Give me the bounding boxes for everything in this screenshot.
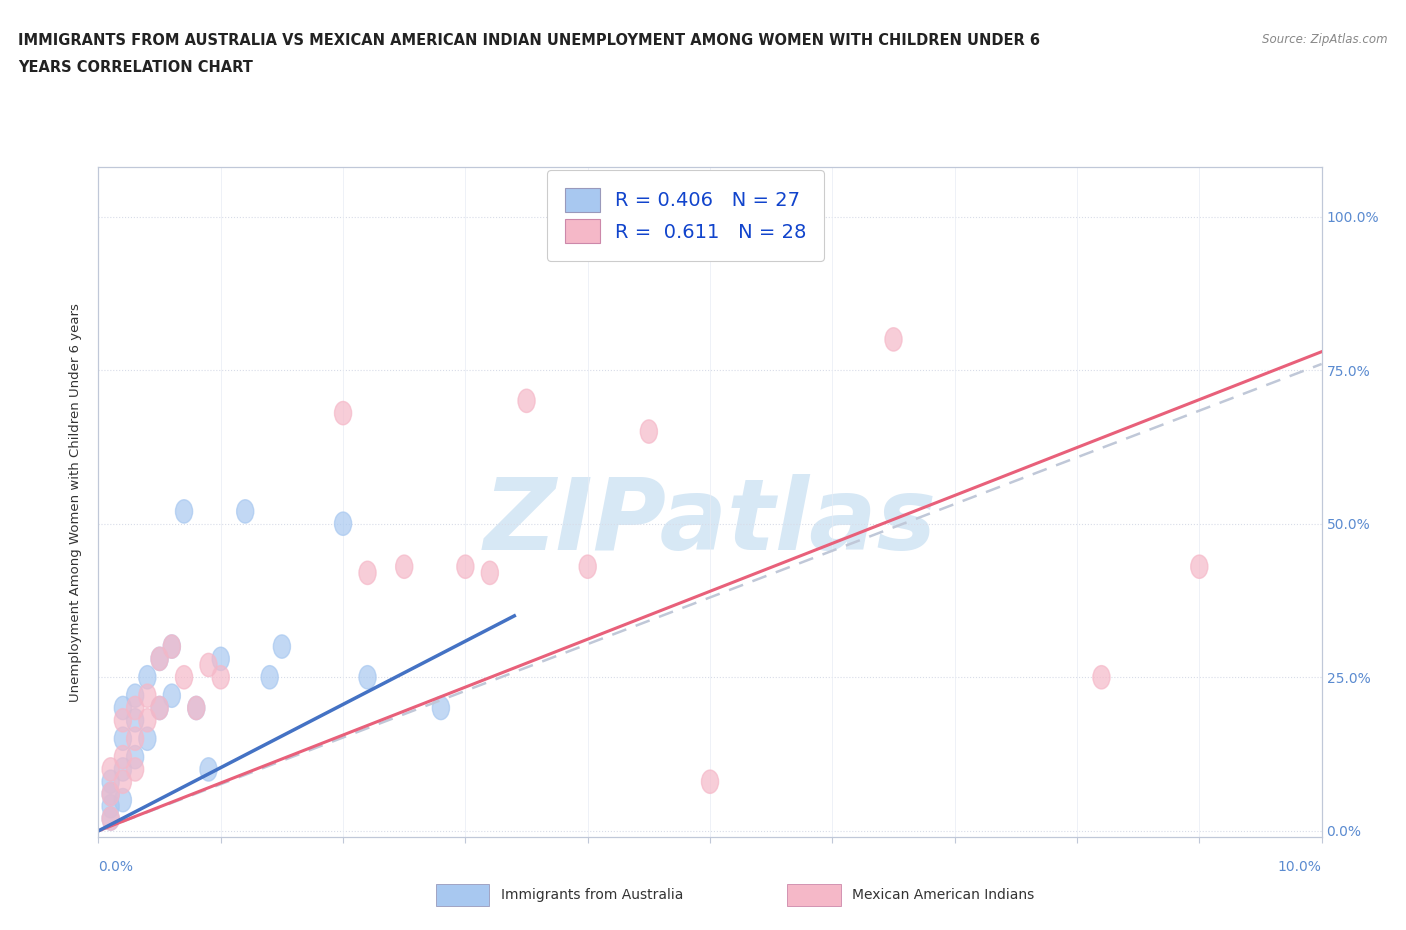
Ellipse shape <box>114 746 131 769</box>
Ellipse shape <box>114 758 131 781</box>
Ellipse shape <box>762 205 780 228</box>
Ellipse shape <box>127 684 143 708</box>
Ellipse shape <box>103 807 120 830</box>
Ellipse shape <box>188 697 205 720</box>
Ellipse shape <box>200 758 217 781</box>
Ellipse shape <box>579 555 596 578</box>
Ellipse shape <box>335 402 352 425</box>
Ellipse shape <box>481 561 498 585</box>
Ellipse shape <box>1191 555 1208 578</box>
Ellipse shape <box>702 770 718 793</box>
Ellipse shape <box>359 666 375 689</box>
Ellipse shape <box>517 389 536 413</box>
Ellipse shape <box>103 782 120 805</box>
Ellipse shape <box>335 512 352 536</box>
Text: Mexican American Indians: Mexican American Indians <box>852 887 1035 902</box>
Ellipse shape <box>163 635 180 658</box>
Ellipse shape <box>114 770 131 793</box>
Text: ZIPatlas: ZIPatlas <box>484 473 936 571</box>
Text: Source: ZipAtlas.com: Source: ZipAtlas.com <box>1263 33 1388 46</box>
Ellipse shape <box>884 327 903 352</box>
Ellipse shape <box>640 419 658 444</box>
Ellipse shape <box>150 697 169 720</box>
Ellipse shape <box>139 684 156 708</box>
Ellipse shape <box>163 635 180 658</box>
Ellipse shape <box>150 647 169 671</box>
Ellipse shape <box>139 727 156 751</box>
Ellipse shape <box>176 499 193 523</box>
Ellipse shape <box>114 727 131 751</box>
Ellipse shape <box>359 561 375 585</box>
Ellipse shape <box>103 794 120 818</box>
Ellipse shape <box>1092 666 1109 689</box>
Ellipse shape <box>103 758 120 781</box>
Legend: R = 0.406   N = 27, R =  0.611   N = 28: R = 0.406 N = 27, R = 0.611 N = 28 <box>547 170 824 260</box>
Text: IMMIGRANTS FROM AUSTRALIA VS MEXICAN AMERICAN INDIAN UNEMPLOYMENT AMONG WOMEN WI: IMMIGRANTS FROM AUSTRALIA VS MEXICAN AME… <box>18 33 1040 47</box>
Ellipse shape <box>139 666 156 689</box>
Ellipse shape <box>176 666 193 689</box>
Ellipse shape <box>273 635 291 658</box>
Ellipse shape <box>395 555 413 578</box>
Ellipse shape <box>262 666 278 689</box>
Ellipse shape <box>163 684 180 708</box>
Text: Immigrants from Australia: Immigrants from Australia <box>501 887 683 902</box>
Ellipse shape <box>212 666 229 689</box>
Ellipse shape <box>103 782 120 805</box>
Text: 10.0%: 10.0% <box>1278 860 1322 874</box>
Y-axis label: Unemployment Among Women with Children Under 6 years: Unemployment Among Women with Children U… <box>69 303 83 701</box>
Ellipse shape <box>150 697 169 720</box>
Text: 0.0%: 0.0% <box>98 860 134 874</box>
Ellipse shape <box>433 697 450 720</box>
Ellipse shape <box>114 789 131 812</box>
Ellipse shape <box>150 647 169 671</box>
Text: YEARS CORRELATION CHART: YEARS CORRELATION CHART <box>18 60 253 75</box>
Ellipse shape <box>127 758 143 781</box>
Ellipse shape <box>212 647 229 671</box>
Ellipse shape <box>200 653 217 677</box>
Ellipse shape <box>188 697 205 720</box>
Ellipse shape <box>139 709 156 732</box>
Ellipse shape <box>127 709 143 732</box>
Ellipse shape <box>236 499 253 523</box>
Ellipse shape <box>457 555 474 578</box>
Ellipse shape <box>114 709 131 732</box>
Ellipse shape <box>103 770 120 793</box>
Ellipse shape <box>103 807 120 830</box>
Ellipse shape <box>127 697 143 720</box>
Ellipse shape <box>127 727 143 751</box>
Ellipse shape <box>114 697 131 720</box>
Ellipse shape <box>127 746 143 769</box>
